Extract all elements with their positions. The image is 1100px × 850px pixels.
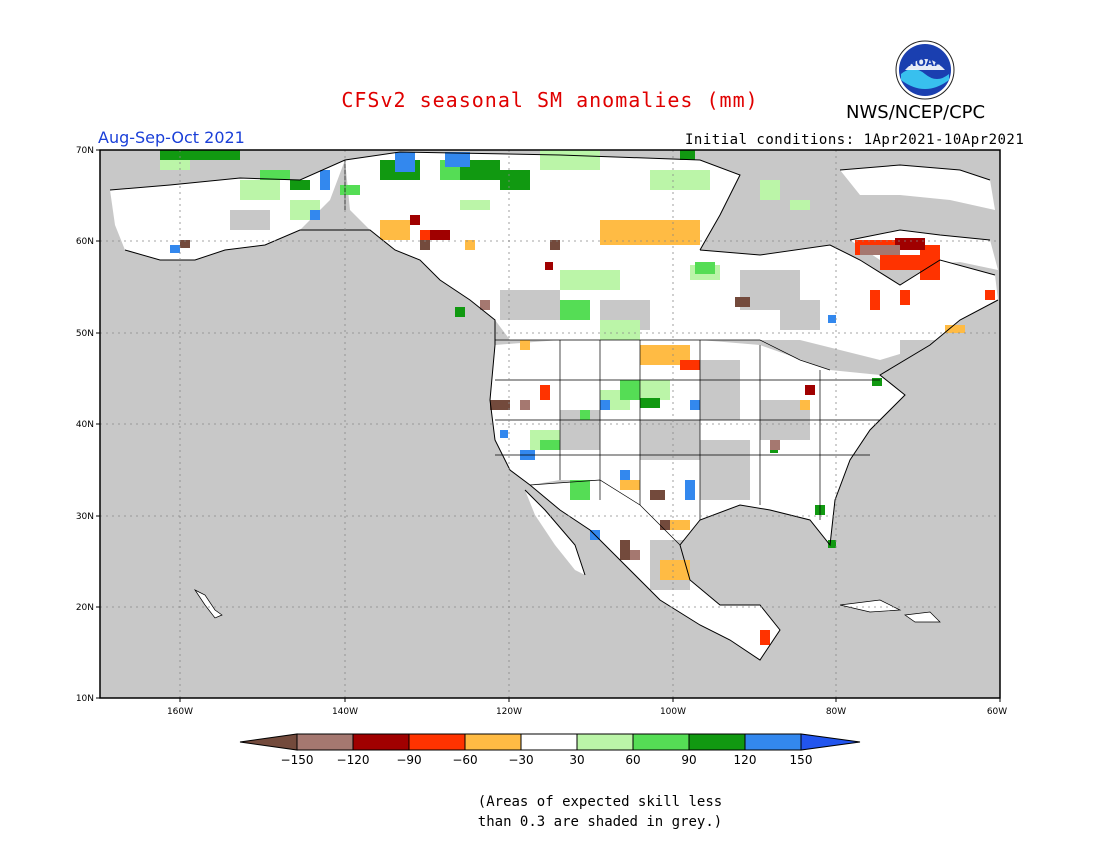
- lon-label: 140W: [332, 707, 358, 717]
- political-borders: [344, 160, 880, 546]
- legend-tick: 120: [734, 753, 757, 767]
- legend-tick: −150: [281, 753, 314, 767]
- legend-tick: 30: [569, 753, 584, 767]
- lon-label: 60W: [987, 707, 1007, 717]
- skill-note: (Areas of expected skill less than 0.3 a…: [470, 792, 730, 832]
- legend-swatch: [688, 733, 746, 751]
- lat-label: 20N: [76, 603, 94, 613]
- lon-label: 120W: [496, 707, 522, 717]
- alaska-land: [110, 160, 345, 260]
- legend-swatch: [744, 733, 802, 751]
- noaa-logo: NOAA: [895, 40, 955, 100]
- lat-label: 30N: [76, 512, 94, 522]
- skill-note-line2: than 0.3 are shaded in grey.): [477, 814, 723, 830]
- gridlines: [100, 150, 1000, 698]
- season-label: Aug-Sep-Oct 2021: [98, 128, 245, 147]
- legend-swatch: [408, 733, 466, 751]
- legend-tick: 90: [681, 753, 696, 767]
- legend-tick: −90: [396, 753, 421, 767]
- labrador-island: [840, 165, 995, 210]
- anomaly-cells: [160, 150, 995, 645]
- legend-tick: −30: [508, 753, 533, 767]
- legend-swatch: [800, 733, 861, 751]
- lat-label: 40N: [76, 420, 94, 430]
- color-legend: [239, 733, 861, 751]
- legend-swatch: [632, 733, 690, 751]
- noaa-logo-text: NOAA: [907, 56, 943, 69]
- lon-label: 100W: [660, 707, 686, 717]
- lat-label: 70N: [76, 146, 94, 156]
- legend-swatch: [464, 733, 522, 751]
- lat-label: 10N: [76, 694, 94, 704]
- legend-swatch: [296, 733, 354, 751]
- legend-tick: 60: [625, 753, 640, 767]
- lon-label: 80W: [826, 707, 846, 717]
- baja-land: [525, 490, 585, 575]
- skill-note-line1: (Areas of expected skill less: [477, 794, 723, 810]
- legend-swatch: [352, 733, 410, 751]
- lon-label: 160W: [167, 707, 193, 717]
- organization-label: NWS/NCEP/CPC: [846, 102, 986, 123]
- lat-label: 60N: [76, 237, 94, 247]
- legend-tick: −120: [337, 753, 370, 767]
- legend-swatch: [239, 733, 298, 751]
- lat-label: 50N: [76, 329, 94, 339]
- legend-swatch: [520, 733, 578, 751]
- low-skill-patches: [230, 210, 950, 590]
- caribbean-islands: [193, 589, 941, 623]
- initial-conditions-label: Initial conditions: 1Apr2021-10Apr2021: [685, 132, 1025, 148]
- legend-tick: −60: [452, 753, 477, 767]
- legend-tick: 150: [790, 753, 813, 767]
- coastlines: [109, 151, 999, 661]
- chart-title: CFSv2 seasonal SM anomalies (mm): [341, 88, 759, 112]
- legend-swatch: [576, 733, 634, 751]
